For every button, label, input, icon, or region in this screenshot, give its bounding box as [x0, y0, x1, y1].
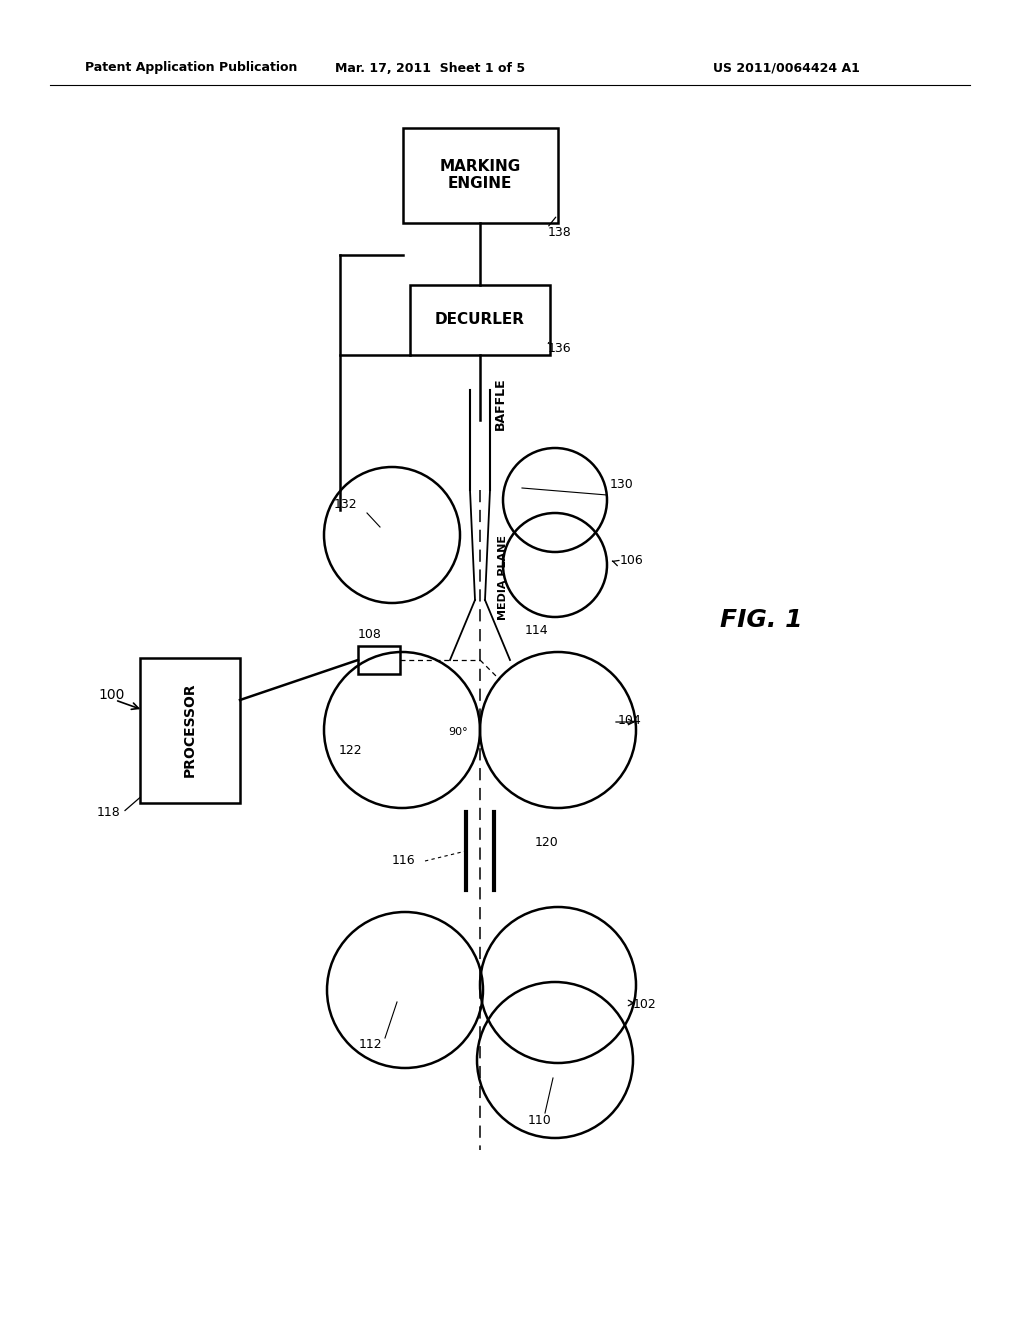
Text: 114: 114: [525, 623, 549, 636]
Text: US 2011/0064424 A1: US 2011/0064424 A1: [713, 62, 860, 74]
Text: 110: 110: [528, 1114, 552, 1126]
Text: 102: 102: [633, 998, 656, 1011]
Text: PROCESSOR: PROCESSOR: [183, 682, 197, 777]
Text: 90°: 90°: [449, 727, 468, 737]
Text: 122: 122: [338, 743, 362, 756]
Bar: [410, 285, 550, 355]
Text: DECURLER: DECURLER: [435, 313, 525, 327]
Text: 138: 138: [548, 226, 571, 239]
Text: 106: 106: [620, 553, 644, 566]
Text: 132: 132: [334, 499, 357, 511]
Bar: [358, 645, 400, 675]
Text: FIG. 1: FIG. 1: [720, 609, 803, 632]
Text: 104: 104: [618, 714, 642, 726]
Text: 130: 130: [610, 479, 634, 491]
Text: 100: 100: [98, 688, 125, 702]
Bar: [402, 128, 557, 223]
Text: Patent Application Publication: Patent Application Publication: [85, 62, 297, 74]
Text: 120: 120: [535, 836, 559, 849]
Text: MEDIA PLANE: MEDIA PLANE: [498, 535, 508, 620]
Text: MARKING
ENGINE: MARKING ENGINE: [439, 158, 520, 191]
Text: BAFFLE: BAFFLE: [494, 378, 507, 430]
Text: 112: 112: [358, 1039, 382, 1052]
Text: 118: 118: [96, 807, 120, 818]
Bar: [140, 657, 240, 803]
Text: 136: 136: [548, 342, 571, 355]
Text: 116: 116: [391, 854, 415, 867]
Text: Mar. 17, 2011  Sheet 1 of 5: Mar. 17, 2011 Sheet 1 of 5: [335, 62, 525, 74]
Text: 108: 108: [358, 628, 382, 642]
